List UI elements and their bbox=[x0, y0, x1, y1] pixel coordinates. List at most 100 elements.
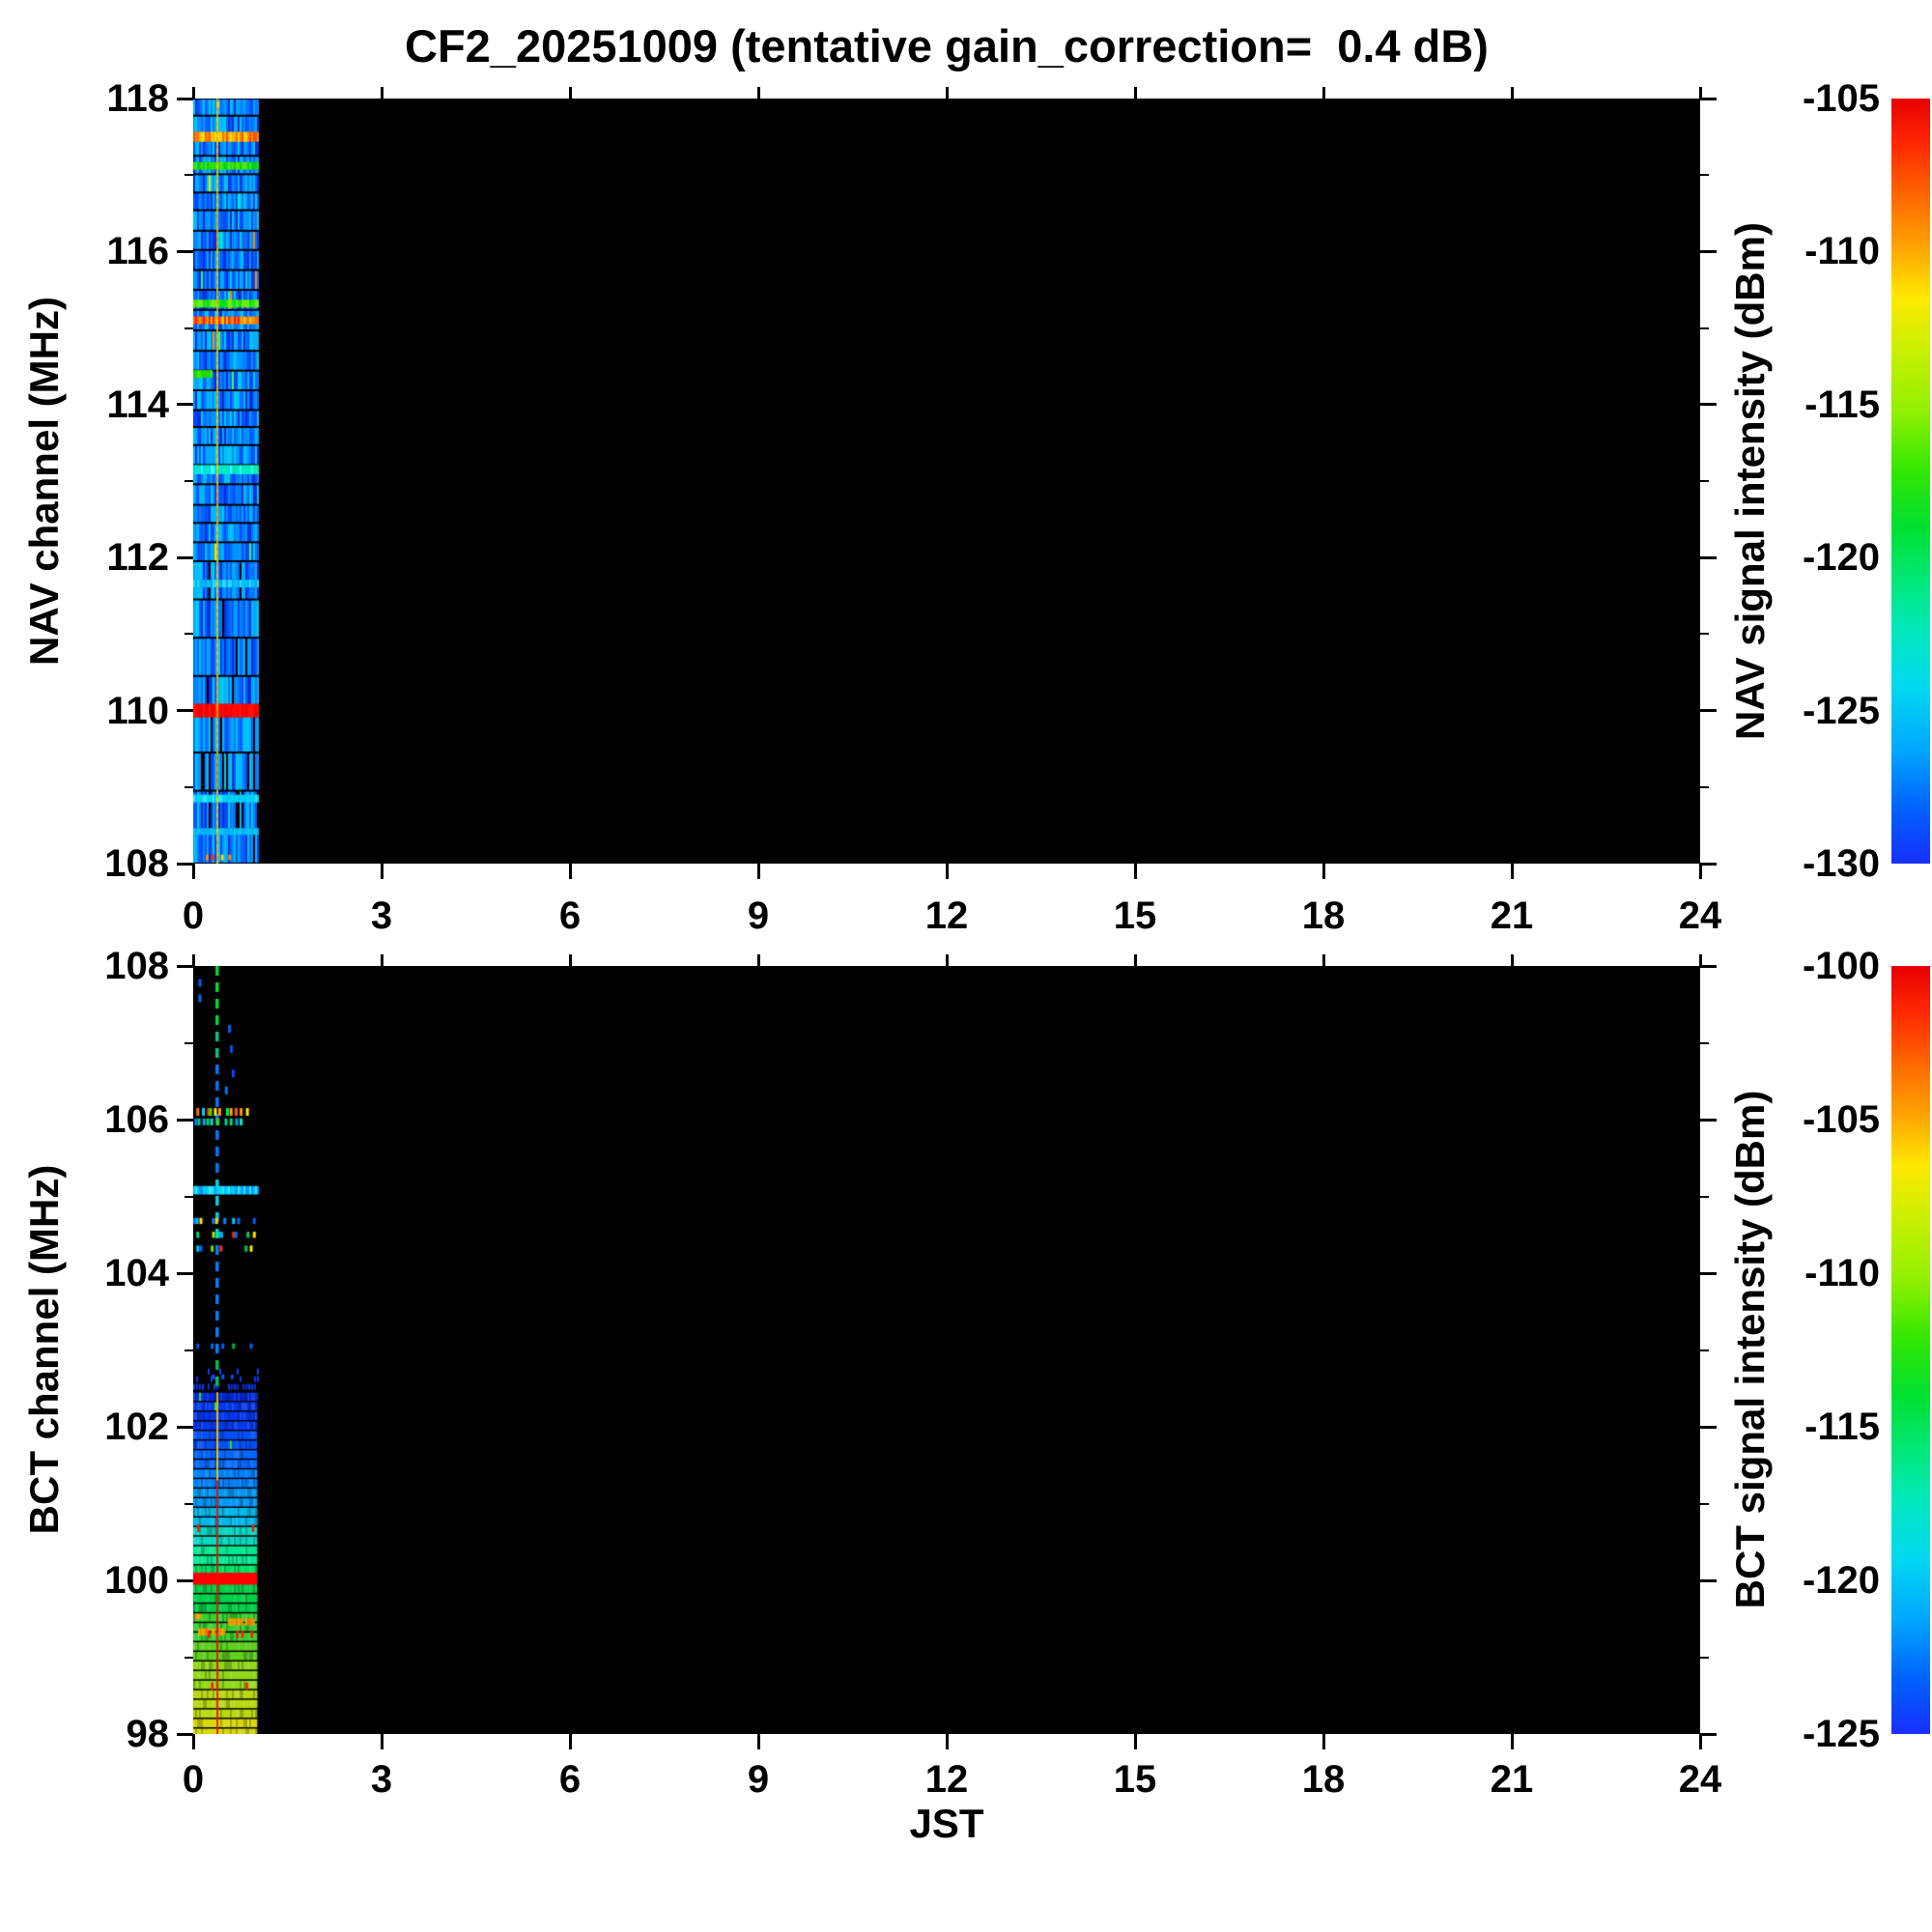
y-tick-label: 106 bbox=[104, 1098, 169, 1141]
bct-heatmap bbox=[193, 966, 1700, 1734]
y-major-tick-right bbox=[1700, 862, 1717, 866]
y-major-tick-left bbox=[177, 403, 193, 407]
y-minor-tick-right bbox=[1700, 1502, 1709, 1505]
y-major-tick-left bbox=[177, 1271, 193, 1275]
x-tick-label: 21 bbox=[1490, 895, 1534, 937]
colorbar-tick-label: -125 bbox=[1802, 1713, 1880, 1755]
x-major-tick-top bbox=[1510, 954, 1514, 966]
x-major-tick bbox=[1510, 1734, 1514, 1749]
y-major-tick-right bbox=[1700, 403, 1717, 407]
x-major-tick bbox=[380, 864, 384, 879]
x-tick-label: 3 bbox=[370, 1758, 393, 1801]
x-major-tick-top bbox=[1698, 954, 1702, 966]
y-minor-tick-left bbox=[185, 480, 193, 482]
y-major-tick-left bbox=[177, 964, 193, 968]
y-major-tick-left bbox=[177, 709, 193, 713]
x-major-tick-top bbox=[945, 954, 949, 966]
y-major-tick-right bbox=[1700, 1578, 1717, 1582]
x-major-tick bbox=[756, 1734, 760, 1749]
x-major-tick bbox=[945, 864, 949, 879]
y-minor-tick-right bbox=[1700, 785, 1709, 788]
x-major-tick-top bbox=[756, 954, 760, 966]
y-major-tick-left bbox=[177, 862, 193, 866]
x-major-tick-top bbox=[1698, 87, 1702, 99]
y-major-tick-left bbox=[177, 97, 193, 100]
x-major-tick bbox=[1698, 1734, 1702, 1749]
colorbar-tick-label: -125 bbox=[1802, 689, 1880, 732]
y-minor-tick-left bbox=[185, 1195, 193, 1198]
y-minor-tick-left bbox=[185, 327, 193, 329]
x-major-tick bbox=[1321, 1734, 1325, 1749]
y-minor-tick-left bbox=[185, 1349, 193, 1351]
x-major-tick bbox=[1321, 864, 1325, 879]
x-major-tick-top bbox=[945, 87, 949, 99]
x-major-tick-top bbox=[380, 87, 384, 99]
y-tick-label: 110 bbox=[106, 689, 169, 732]
nav-heatmap bbox=[193, 99, 1700, 864]
x-major-tick bbox=[568, 864, 572, 879]
x-tick-label: 9 bbox=[747, 895, 770, 937]
x-tick-label: 15 bbox=[1113, 895, 1157, 937]
y-minor-tick-left bbox=[185, 785, 193, 788]
y-minor-tick-right bbox=[1700, 174, 1709, 177]
y-tick-label: 114 bbox=[106, 383, 169, 426]
x-major-tick bbox=[945, 1734, 949, 1749]
x-major-tick-top bbox=[1321, 954, 1325, 966]
x-major-tick-top bbox=[191, 954, 195, 966]
y-minor-tick-right bbox=[1700, 327, 1709, 329]
y-major-tick-right bbox=[1700, 97, 1717, 100]
y-major-tick-right bbox=[1700, 709, 1717, 713]
y-major-tick-left bbox=[177, 1732, 193, 1736]
y-major-tick-left bbox=[177, 249, 193, 253]
y-minor-tick-left bbox=[185, 1656, 193, 1659]
y-minor-tick-right bbox=[1700, 633, 1709, 636]
y-major-tick-left bbox=[177, 1425, 193, 1429]
x-major-tick-top bbox=[756, 87, 760, 99]
y-minor-tick-left bbox=[185, 174, 193, 177]
x-tick-label: 0 bbox=[182, 895, 205, 937]
y-tick-label: 116 bbox=[106, 230, 169, 273]
colorbar-tick-label: -120 bbox=[1802, 536, 1880, 580]
x-major-tick-top bbox=[1321, 87, 1325, 99]
x-tick-label: 15 bbox=[1113, 1758, 1157, 1801]
x-major-tick bbox=[1133, 864, 1137, 879]
nav-y-axis-title: NAV channel (MHz) bbox=[21, 297, 67, 666]
colorbar-tick-label: -115 bbox=[1804, 1406, 1880, 1448]
x-tick-label: 24 bbox=[1678, 1758, 1722, 1801]
x-major-tick bbox=[1698, 864, 1702, 879]
x-major-tick bbox=[568, 1734, 572, 1749]
x-tick-label: 21 bbox=[1490, 1758, 1534, 1801]
nav-colorbar bbox=[1891, 99, 1930, 864]
x-tick-label: 6 bbox=[558, 895, 582, 937]
colorbar-tick-label: -105 bbox=[1802, 77, 1880, 120]
x-axis-title: JST bbox=[909, 1801, 984, 1846]
x-major-tick bbox=[756, 864, 760, 879]
nav-colorbar-title: NAV signal intensity (dBm) bbox=[1727, 222, 1773, 740]
y-tick-label: 102 bbox=[104, 1406, 169, 1448]
x-major-tick bbox=[1133, 1734, 1137, 1749]
y-tick-label: 104 bbox=[104, 1252, 169, 1294]
y-minor-tick-right bbox=[1700, 1041, 1709, 1044]
x-major-tick bbox=[380, 1734, 384, 1749]
nav-plot-area bbox=[193, 99, 1700, 864]
y-major-tick-right bbox=[1700, 555, 1717, 559]
x-major-tick-top bbox=[568, 87, 572, 99]
x-tick-label: 12 bbox=[924, 895, 969, 937]
colorbar-tick-label: -110 bbox=[1804, 230, 1880, 273]
y-major-tick-right bbox=[1700, 249, 1717, 253]
x-tick-label: 9 bbox=[747, 1758, 770, 1801]
x-major-tick bbox=[191, 864, 195, 879]
y-major-tick-left bbox=[177, 1118, 193, 1122]
x-tick-label: 12 bbox=[924, 1758, 969, 1801]
x-major-tick-top bbox=[1133, 87, 1137, 99]
colorbar-tick-label: -100 bbox=[1802, 945, 1880, 987]
figure-title: CF2_20251009 (tentative gain_correction=… bbox=[405, 20, 1489, 71]
y-minor-tick-left bbox=[185, 1502, 193, 1505]
y-major-tick-right bbox=[1700, 1732, 1717, 1736]
colorbar-tick-label: -105 bbox=[1802, 1098, 1880, 1141]
x-tick-label: 18 bbox=[1301, 1758, 1346, 1801]
y-major-tick-right bbox=[1700, 964, 1717, 968]
y-tick-label: 100 bbox=[104, 1559, 169, 1602]
x-major-tick bbox=[1510, 864, 1514, 879]
